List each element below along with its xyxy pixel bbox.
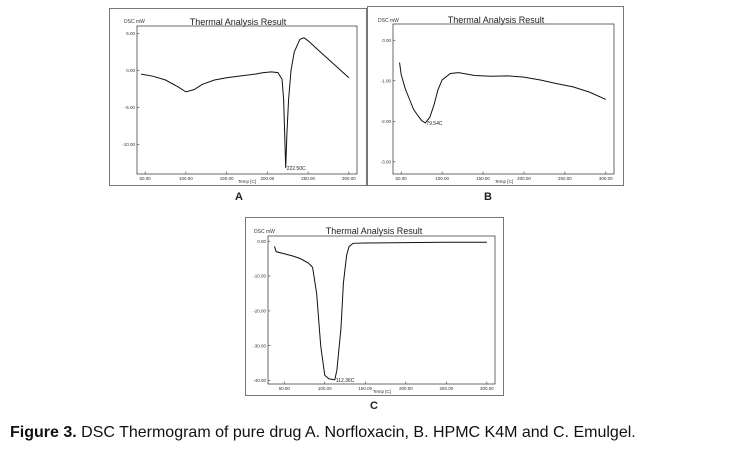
chart-c-ytick-label: -40.00 <box>253 378 266 383</box>
chart-c-xtick-label: 100.00 <box>318 386 332 391</box>
chart-b-xtick-label: 200.00 <box>517 176 531 181</box>
chart-c-ylabel: DSC mW <box>254 229 275 235</box>
chart-b-ytick-label: -1.00 <box>381 78 392 83</box>
chart-b-xtick-label: 250.00 <box>558 176 572 181</box>
figure-caption: Figure 3. DSC Thermogram of pure drug A.… <box>10 424 725 442</box>
figure-caption-label: Figure 3. <box>10 424 77 441</box>
chart-a-xlabel: Temp [C] <box>238 179 256 184</box>
chart-c-peak-label: 112.36C <box>336 378 355 384</box>
chart-c-ytick-label: 0.00 <box>257 239 266 244</box>
panel-letter-b: B <box>484 191 492 203</box>
chart-a-title: Thermal Analysis Result <box>190 17 287 27</box>
chart-c-xtick-label: 200.00 <box>399 386 413 391</box>
chart-c-ytick-label: -30.00 <box>253 343 266 348</box>
chart-b-xlabel: Temp [C] <box>495 179 513 184</box>
chart-b: Thermal Analysis Result DSC mW 50.00 100.… <box>378 15 615 184</box>
chart-b-xtick-label: 300.00 <box>599 176 613 181</box>
chart-c-xtick-label: 150.00 <box>358 386 372 391</box>
panel-letter-c: C <box>370 400 378 412</box>
chart-b-ytick-label: -2.00 <box>381 119 392 124</box>
chart-a-xtick-label: 250.00 <box>301 176 315 181</box>
chart-a-ytick-label: 0.00 <box>126 68 135 73</box>
chart-b-ytick-label: -3.00 <box>381 159 392 164</box>
chart-b-peak-label: 79.54C <box>426 121 443 127</box>
chart-c-ytick-label: -20.00 <box>253 308 266 313</box>
chart-c-ytick-label: -10.00 <box>253 274 266 279</box>
chart-c-xlabel: Temp [C] <box>373 389 391 394</box>
chart-b-ytick-label: 0.00 <box>382 38 391 43</box>
chart-a-ytick-label: -5.00 <box>125 105 136 110</box>
panel-c-frame: Thermal Analysis Result DSC mW 50.00 100.… <box>245 217 504 396</box>
chart-a-peak-label: 222.50C <box>287 166 306 172</box>
chart-c-title: Thermal Analysis Result <box>326 226 423 236</box>
chart-a-ytick-label: -10.00 <box>122 142 135 147</box>
panel-letter-a: A <box>235 191 243 203</box>
chart-a-xtick-label: 300.00 <box>342 176 356 181</box>
chart-b-ylabel: DSC mW <box>378 18 399 24</box>
chart-a-xtick-label: 50.00 <box>140 176 152 181</box>
chart-b-xtick-label: 50.00 <box>396 176 408 181</box>
panel-a-frame: Thermal Analysis Result DSC mW 50.00 100.… <box>109 8 367 186</box>
chart-a: Thermal Analysis Result DSC mW 50.00 100.… <box>122 17 358 184</box>
chart-c-xtick-label: 250.00 <box>439 386 453 391</box>
chart-c-series-line <box>274 241 487 381</box>
chart-a-xtick-label: 150.00 <box>220 176 234 181</box>
chart-a-ytick-label: 5.00 <box>126 31 135 36</box>
figure-caption-text: DSC Thermogram of pure drug A. Norfloxac… <box>76 424 636 441</box>
chart-b-title: Thermal Analysis Result <box>448 15 545 25</box>
chart-c: Thermal Analysis Result DSC mW 50.00 100.… <box>253 226 496 394</box>
chart-a-xtick-label: 200.00 <box>260 176 274 181</box>
chart-b-xtick-label: 100.00 <box>435 176 449 181</box>
chart-a-series-line <box>140 37 350 169</box>
chart-c-xtick-label: 50.00 <box>279 386 291 391</box>
chart-a-xtick-label: 100.00 <box>179 176 193 181</box>
panel-b-frame: Thermal Analysis Result DSC mW 50.00 100.… <box>367 6 624 186</box>
chart-a-ylabel: DSC mW <box>124 19 145 25</box>
chart-c-plot-area <box>267 235 496 385</box>
chart-b-xtick-label: 150.00 <box>476 176 490 181</box>
chart-b-plot-area <box>392 23 615 175</box>
chart-a-plot-area <box>136 25 358 175</box>
chart-b-series-line <box>399 62 607 124</box>
chart-c-xtick-label: 300.00 <box>480 386 494 391</box>
